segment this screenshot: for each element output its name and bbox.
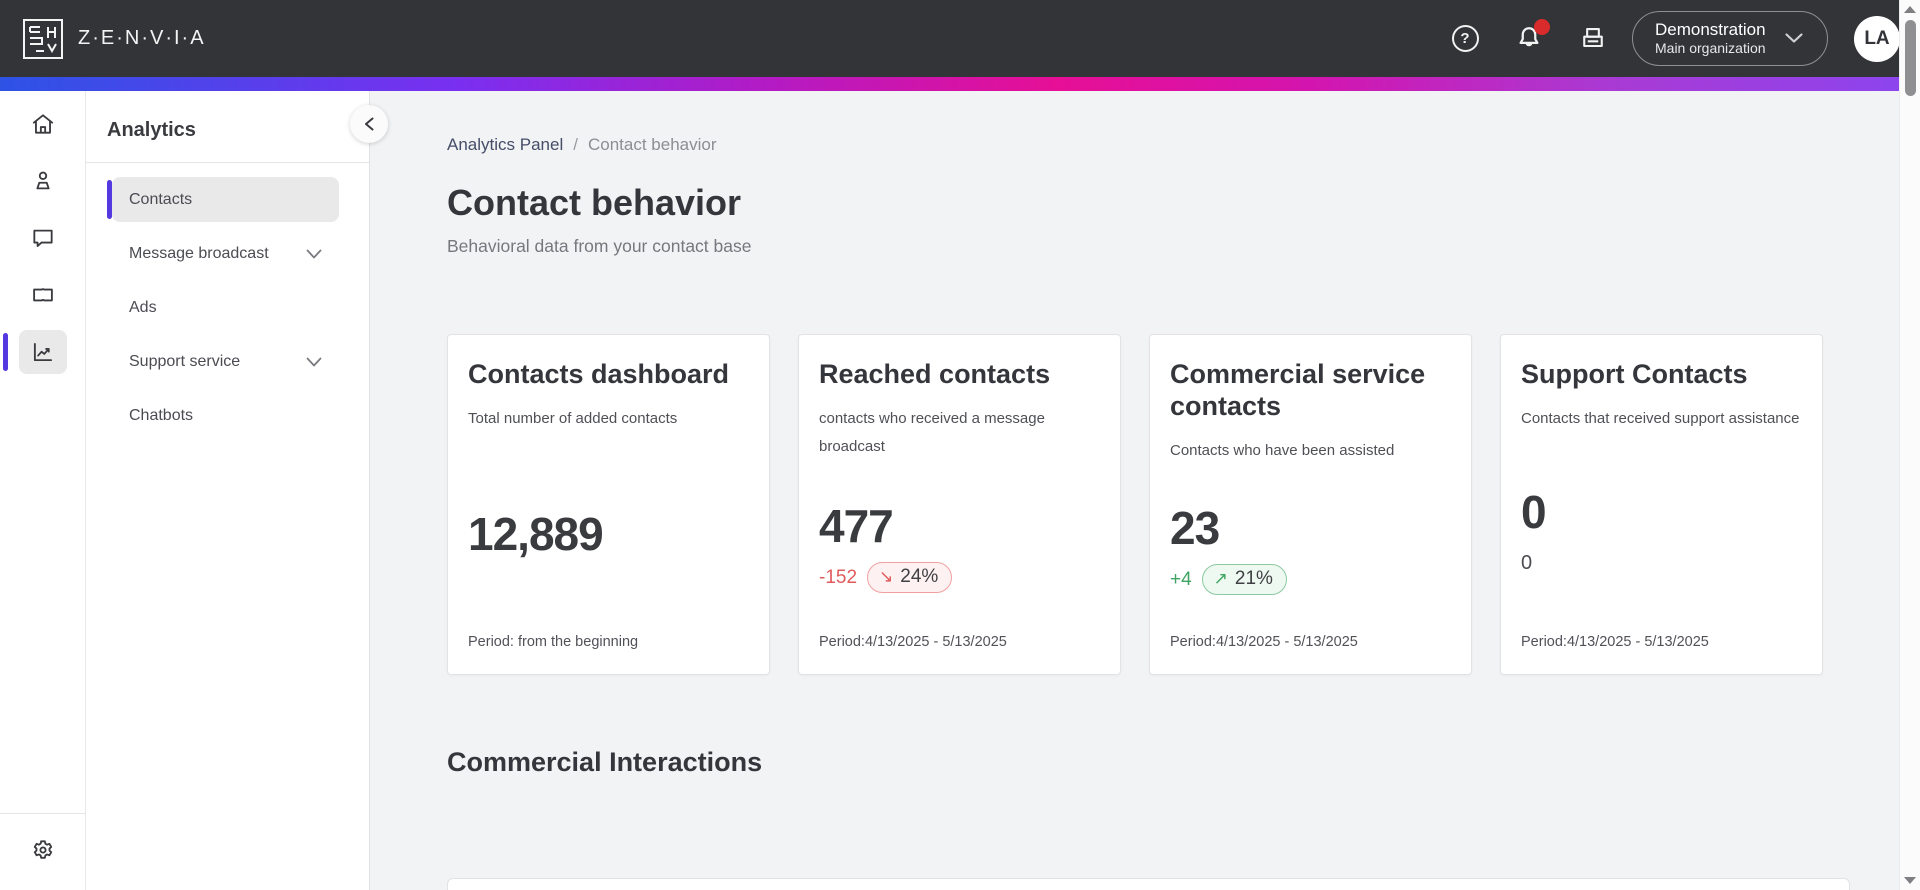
card-description: Contacts that received support assistanc…	[1521, 409, 1800, 427]
card-commercial-service-contacts: Commercial service contacts Contacts who…	[1149, 334, 1472, 675]
scroll-up-arrow-icon[interactable]	[1904, 6, 1916, 13]
commercial-interactions-card	[447, 878, 1850, 890]
kpi-cards-row: Contacts dashboard Total number of added…	[447, 334, 1920, 675]
card-period: Period:4/13/2025 - 5/13/2025	[1170, 634, 1358, 650]
scrollbar-thumb[interactable]	[1904, 20, 1916, 96]
card-value: 0	[1521, 485, 1547, 538]
delta-value: -152	[819, 566, 858, 588]
menu-item-support-service[interactable]: Support service	[112, 339, 339, 384]
analytics-chart-icon	[33, 342, 52, 362]
page-subtitle: Behavioral data from your contact base	[447, 236, 752, 256]
section-title-commercial-interactions: Commercial Interactions	[447, 747, 763, 777]
notification-badge	[1534, 18, 1550, 35]
chat-bubble-icon	[32, 229, 53, 247]
topbar: Z·E·N·V·I·A ? Demonstration Main organiz…	[0, 0, 1920, 77]
card-sub-value: 0	[1521, 552, 1533, 575]
printer-icon	[1583, 27, 1603, 47]
bell-icon	[1519, 26, 1539, 46]
chevron-down-icon	[306, 357, 322, 366]
brand-name: Z·E·N·V·I·A	[78, 27, 206, 49]
avatar[interactable]: LA	[1854, 15, 1900, 62]
ticket-icon	[32, 288, 53, 302]
card-period: Period: from the beginning	[468, 633, 639, 650]
printer-button[interactable]	[1576, 22, 1610, 56]
scroll-down-arrow-icon[interactable]	[1904, 877, 1916, 884]
card-value: 12,889	[468, 507, 604, 560]
organization-subtitle: Main organization	[1655, 39, 1766, 56]
menu-item-ads[interactable]: Ads	[112, 285, 339, 330]
sidebar-item-settings[interactable]	[19, 828, 67, 872]
sidebar-item-tickets[interactable]	[19, 273, 67, 317]
chevron-left-icon	[365, 117, 374, 131]
gear-icon	[33, 840, 52, 859]
card-reached-contacts: Reached contacts contacts who received a…	[798, 334, 1121, 675]
sidebar-item-contacts[interactable]	[19, 159, 67, 203]
card-contacts-dashboard: Contacts dashboard Total number of added…	[447, 334, 770, 675]
active-indicator	[107, 180, 112, 219]
trend-percent: 21%	[1234, 568, 1273, 590]
trend-up-arrow-icon: ↗	[1213, 569, 1228, 589]
help-icon: ?	[1451, 25, 1479, 52]
sidebar-item-home[interactable]	[19, 102, 67, 146]
brand-gradient-bar	[0, 77, 1920, 91]
menu-title: Analytics	[107, 119, 196, 141]
menu-item-chatbots[interactable]: Chatbots	[112, 393, 339, 438]
home-icon	[32, 114, 53, 134]
organization-switcher[interactable]: Demonstration Main organization	[1632, 10, 1828, 67]
sidebar-item-conversations[interactable]	[19, 216, 67, 260]
card-description: contacts who received a message broadcas…	[819, 409, 1045, 456]
breadcrumb-current: Contact behavior	[587, 135, 717, 154]
menu-item-label: Ads	[129, 298, 157, 316]
menu-item-contacts[interactable]: Contacts	[107, 177, 339, 222]
menu-item-label: Support service	[129, 352, 241, 370]
main-content: Analytics Panel / Contact behavior Conta…	[370, 91, 1920, 890]
chevron-down-icon	[306, 249, 322, 258]
card-period: Period:4/13/2025 - 5/13/2025	[1521, 633, 1709, 650]
card-title: Reached contacts	[819, 359, 1051, 389]
delta-value: +4	[1170, 568, 1192, 590]
collapse-panel-button[interactable]	[350, 105, 388, 143]
card-title: Contacts dashboard	[468, 359, 730, 389]
card-title: Support Contacts	[1521, 359, 1748, 389]
card-value: 477	[819, 499, 894, 552]
sidebar-item-analytics[interactable]	[2, 330, 67, 374]
trend-badge: ↘ 24%	[867, 562, 953, 594]
card-period: Period:4/13/2025 - 5/13/2025	[819, 633, 1007, 650]
card-description: Total number of added contacts	[468, 409, 678, 427]
card-support-contacts: Support Contacts Contacts that received …	[1500, 334, 1823, 675]
menu-item-label: Contacts	[129, 190, 193, 208]
menu-item-label: Chatbots	[129, 406, 194, 424]
card-title: Commercial service contacts	[1170, 359, 1426, 421]
menu-item-label: Message broadcast	[129, 244, 269, 262]
menu-divider	[86, 162, 369, 163]
breadcrumb-analytics-panel[interactable]: Analytics Panel	[447, 135, 564, 154]
rail-divider	[0, 813, 85, 814]
breadcrumb: Analytics Panel / Contact behavior	[447, 135, 1920, 155]
active-indicator	[2, 333, 8, 371]
trend-down-arrow-icon: ↘	[879, 567, 894, 587]
vertical-scrollbar[interactable]	[1899, 0, 1920, 890]
notifications-button[interactable]	[1512, 18, 1550, 56]
icon-rail	[0, 91, 86, 890]
analytics-menu-panel: Analytics Contacts Message broadcast Ads…	[86, 91, 388, 890]
trend-badge: ↗ 21%	[1201, 564, 1287, 596]
organization-name: Demonstration	[1655, 19, 1766, 39]
chevron-down-icon	[1784, 33, 1803, 43]
page-title: Contact behavior	[447, 182, 742, 223]
card-value: 23	[1170, 501, 1220, 554]
person-icon	[35, 171, 50, 190]
breadcrumb-separator: /	[573, 135, 578, 154]
trend-percent: 24%	[900, 566, 939, 588]
menu-item-message-broadcast[interactable]: Message broadcast	[112, 231, 339, 276]
help-button[interactable]: ?	[1448, 22, 1482, 56]
brand: Z·E·N·V·I·A	[22, 18, 206, 60]
card-description: Contacts who have been assisted	[1170, 441, 1395, 459]
zenvia-logo-icon	[23, 18, 63, 59]
